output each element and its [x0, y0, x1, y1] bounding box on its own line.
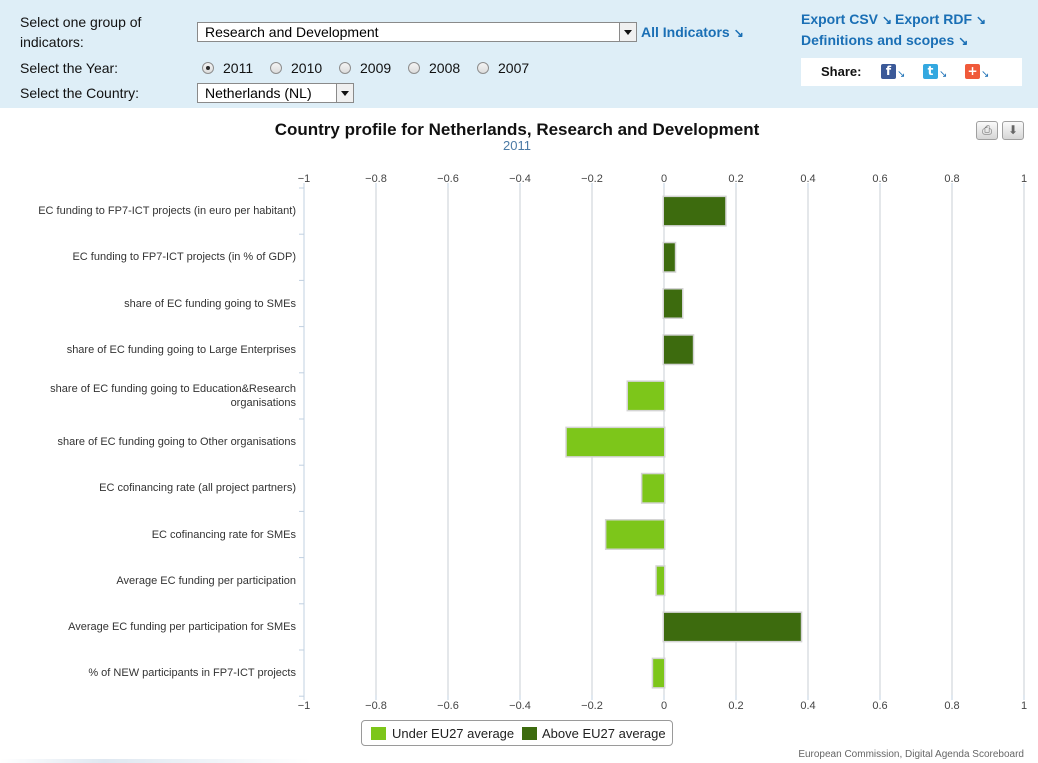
all-indicators-link[interactable]: All Indicators ↘ — [641, 22, 744, 43]
bar — [628, 381, 664, 410]
bottom-tick-label: 1 — [1021, 700, 1027, 712]
year-label: 2007 — [498, 60, 530, 76]
chart-legend: Under EU27 average Above EU27 average — [361, 720, 673, 746]
bar — [664, 612, 801, 641]
arrow-down-right-icon: ↘ — [958, 34, 969, 48]
bar — [664, 289, 682, 318]
download-button[interactable]: ⬇ — [1002, 121, 1024, 140]
bottom-tick-label: 0.8 — [944, 700, 959, 712]
category-label: EC funding to FP7-ICT projects (in % of … — [72, 251, 296, 264]
print-button[interactable]: ⎙ — [976, 121, 998, 140]
definitions-label: Definitions and scopes — [801, 32, 955, 48]
top-tick-label: −0.8 — [365, 173, 387, 185]
bottom-tick-label: −0.8 — [365, 700, 387, 712]
country-select-label: Select the Country: — [20, 85, 140, 101]
year-label: 2009 — [360, 60, 392, 76]
category-label: share of EC funding going to Other organ… — [57, 436, 296, 449]
bottom-tick-label: −0.4 — [509, 700, 531, 712]
bottom-tick-label: −0.6 — [437, 700, 459, 712]
arrow-down-right-icon: ↘ — [981, 69, 990, 80]
bar — [653, 659, 664, 688]
export-rdf-label: Export RDF — [895, 11, 972, 27]
bottom-tick-label: 0.6 — [872, 700, 887, 712]
arrow-down-right-icon: ↘ — [897, 69, 906, 80]
export-csv-label: Export CSV — [801, 11, 879, 27]
indicator-group-dropdown[interactable]: Research and Development — [197, 22, 637, 42]
arrow-down-right-icon: ↘ — [733, 26, 744, 40]
chart-title: Country profile for Netherlands, Researc… — [274, 120, 760, 139]
filter-panel: Select one group of indicators: Research… — [0, 0, 1038, 108]
bar — [664, 335, 693, 364]
export-rdf-link[interactable]: Export RDF ↘ — [895, 9, 986, 30]
arrow-down-right-icon: ↘ — [882, 13, 893, 27]
facebook-icon[interactable]: f — [881, 64, 896, 79]
bar — [642, 474, 664, 503]
bar — [664, 197, 726, 226]
top-tick-label: 1 — [1021, 173, 1027, 185]
top-tick-label: 0.6 — [872, 173, 887, 185]
category-label: % of NEW participants in FP7-ICT project… — [88, 667, 296, 680]
top-tick-label: 0 — [661, 173, 667, 185]
bar — [656, 566, 664, 595]
definitions-link[interactable]: Definitions and scopes ↘ — [801, 30, 968, 51]
legend-swatch-above[interactable] — [522, 727, 537, 740]
chevron-down-icon[interactable] — [619, 23, 636, 41]
year-label: 2011 — [223, 60, 254, 76]
category-label: EC cofinancing rate (all project partner… — [99, 482, 296, 495]
chevron-down-icon[interactable] — [336, 84, 353, 102]
top-tick-label: −1 — [298, 173, 311, 185]
year-label: 2010 — [291, 60, 323, 76]
download-icon: ⬇ — [1007, 123, 1019, 137]
indicator-group-value: Research and Development — [205, 24, 379, 40]
category-label: EC cofinancing rate for SMEs — [151, 528, 296, 541]
share-box: Share: f ↘ t ↘ + ↘ — [801, 58, 1022, 86]
bar — [606, 520, 664, 549]
category-label: EC funding to FP7-ICT projects (in euro … — [38, 205, 296, 218]
chart-subtitle: 2011 — [503, 138, 531, 153]
top-tick-label: 0.8 — [944, 173, 959, 185]
radio-icon[interactable] — [339, 62, 351, 74]
legend-label-above[interactable]: Above EU27 average — [542, 726, 666, 741]
bottom-tick-label: 0 — [661, 700, 667, 712]
arrow-down-right-icon: ↘ — [976, 13, 987, 27]
addthis-icon[interactable]: + — [965, 64, 980, 79]
export-csv-link[interactable]: Export CSV ↘ — [801, 9, 892, 30]
share-label: Share: — [821, 64, 862, 79]
top-tick-label: 0.4 — [800, 173, 815, 185]
top-tick-label: −0.4 — [509, 173, 531, 185]
radio-icon[interactable] — [270, 62, 282, 74]
radio-icon[interactable] — [477, 62, 489, 74]
twitter-icon[interactable]: t — [923, 64, 938, 79]
radio-icon[interactable] — [408, 62, 420, 74]
category-label: Average EC funding per participation — [116, 574, 296, 587]
bottom-tick-label: 0.4 — [800, 700, 815, 712]
bottom-tick-label: 0.2 — [728, 700, 743, 712]
year-label: 2008 — [429, 60, 461, 76]
top-tick-label: −0.2 — [581, 173, 603, 185]
top-tick-label: −0.6 — [437, 173, 459, 185]
top-tick-label: 0.2 — [728, 173, 743, 185]
bar — [664, 243, 675, 272]
category-label: share of EC funding going to Large Enter… — [66, 343, 296, 356]
arrow-down-right-icon: ↘ — [939, 69, 948, 80]
year-select-label: Select the Year: — [20, 60, 119, 76]
bottom-tick-label: −1 — [298, 700, 311, 712]
legend-label-under[interactable]: Under EU27 average — [392, 726, 515, 741]
print-icon: ⎙ — [982, 123, 992, 137]
category-label: share of EC funding going to SMEs — [124, 297, 296, 310]
country-value: Netherlands (NL) — [205, 85, 312, 101]
radio-checked-icon[interactable] — [202, 62, 214, 74]
country-dropdown[interactable]: Netherlands (NL) — [197, 83, 354, 103]
bar-chart: −1 −1 −0.8 −0.8 −0.6 −0.6 −0.4 −0.4 −0.2 −0.2 0 0 0.… — [298, 173, 1027, 712]
category-label: Average EC funding per participation for… — [68, 620, 296, 633]
bottom-tick-label: −0.2 — [581, 700, 603, 712]
credits: European Commission, Digital Agenda Scor… — [798, 749, 1024, 760]
bar — [566, 428, 664, 457]
group-select-label: Select one group of indicators: — [20, 14, 142, 50]
category-label: share of EC funding going to Education&R… — [50, 382, 296, 409]
bottom-strip — [0, 759, 1038, 763]
all-indicators-label: All Indicators — [641, 24, 730, 40]
legend-swatch-under[interactable] — [371, 727, 386, 740]
